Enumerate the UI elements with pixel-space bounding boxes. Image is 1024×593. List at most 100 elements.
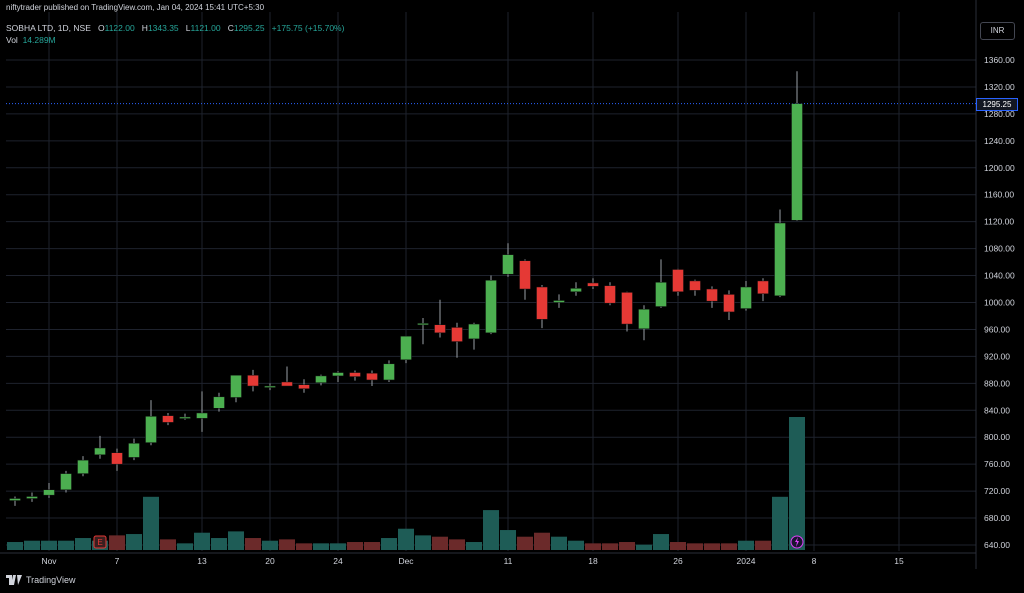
candle-body xyxy=(77,459,89,474)
candle xyxy=(536,284,548,329)
candle-body xyxy=(94,447,106,455)
candle-body xyxy=(774,222,786,297)
y-axis-tick-label: 1320.00 xyxy=(984,82,1015,92)
x-axis-tick-label: 26 xyxy=(673,556,683,566)
candle xyxy=(162,412,174,426)
volume-bar xyxy=(330,543,346,550)
candle-body xyxy=(315,375,327,383)
y-axis-tick-label: 1000.00 xyxy=(984,298,1015,308)
y-axis-tick-label: 680.00 xyxy=(984,513,1010,523)
candle xyxy=(434,299,446,338)
lightning-bolt-glyph xyxy=(795,537,799,547)
y-axis-tick-label: 1120.00 xyxy=(984,217,1014,227)
x-axis-tick-label: 20 xyxy=(265,556,275,566)
candle xyxy=(264,383,276,391)
candle-body xyxy=(553,300,565,303)
volume-bar xyxy=(398,528,414,550)
volume-bar xyxy=(551,536,567,550)
volume-bar xyxy=(483,510,499,550)
candle xyxy=(587,278,599,290)
volume-bar xyxy=(500,530,516,550)
high-value: 1343.35 xyxy=(147,23,179,33)
y-axis-tick-label: 840.00 xyxy=(984,405,1010,415)
candle-body xyxy=(230,375,242,398)
y-axis-tick-label: 1080.00 xyxy=(984,244,1015,254)
candle-body xyxy=(417,323,429,326)
volume-bar xyxy=(245,538,261,550)
y-axis-tick-label: 1360.00 xyxy=(984,55,1015,65)
close-value: 1295.25 xyxy=(233,23,265,33)
candle-body xyxy=(655,282,667,307)
candle xyxy=(128,438,140,461)
candle-body xyxy=(9,498,21,501)
candle-body xyxy=(689,280,701,291)
last-price-tag: 1295.25 xyxy=(976,98,1018,111)
y-axis-tick-label: 640.00 xyxy=(984,540,1010,550)
candle xyxy=(366,370,378,387)
volume-bar xyxy=(602,543,618,550)
candle xyxy=(383,360,395,382)
currency-button[interactable]: INR xyxy=(980,22,1015,40)
tradingview-brand[interactable]: TradingView xyxy=(6,575,76,585)
volume-bar xyxy=(296,543,312,550)
volume-bar xyxy=(432,536,448,550)
volume-bar xyxy=(653,534,669,550)
candle xyxy=(468,322,480,350)
volume-bar xyxy=(381,538,397,550)
y-axis-tick-label: 880.00 xyxy=(984,378,1010,388)
candle xyxy=(655,259,667,308)
candle-body xyxy=(332,372,344,377)
volume-bar xyxy=(7,542,23,550)
volume-bar xyxy=(313,543,329,550)
candle-body xyxy=(570,288,582,292)
volume-bar xyxy=(670,542,686,550)
candle-body xyxy=(672,269,684,292)
volume-bar xyxy=(279,539,295,550)
volume-bar xyxy=(755,540,771,550)
volume-bar xyxy=(126,534,142,550)
candle xyxy=(621,291,633,332)
candle-body xyxy=(247,375,259,387)
volume-bar xyxy=(534,532,550,550)
volume-legend: Vol 14.289M xyxy=(6,35,56,45)
y-axis-tick-label: 1280.00 xyxy=(984,109,1015,119)
y-axis-tick-label: 960.00 xyxy=(984,324,1010,334)
volume-bar xyxy=(585,543,601,550)
volume-bar xyxy=(160,539,176,550)
volume-bar xyxy=(568,540,584,550)
candle-body xyxy=(60,473,72,491)
candle-body xyxy=(791,103,803,221)
candle-body xyxy=(298,384,310,389)
candle-body xyxy=(451,327,463,342)
y-axis-tick-label: 920.00 xyxy=(984,351,1010,361)
change-value: +175.75 (+15.70%) xyxy=(271,23,345,33)
volume-bar xyxy=(143,496,159,550)
candle xyxy=(43,483,55,498)
candle xyxy=(179,413,191,420)
candle xyxy=(400,335,412,364)
candle-body xyxy=(485,280,497,334)
x-axis-tick-label: 15 xyxy=(894,556,904,566)
candle xyxy=(417,317,429,345)
candle xyxy=(196,391,208,432)
candle-body xyxy=(706,288,718,302)
candle-body xyxy=(145,416,157,443)
candle-body xyxy=(434,324,446,334)
volume-bar xyxy=(194,532,210,550)
volume-bar xyxy=(75,538,91,550)
candle xyxy=(26,492,38,502)
x-axis-tick-label: 11 xyxy=(504,556,513,566)
candle xyxy=(689,279,701,296)
candle-body xyxy=(587,282,599,287)
candle-body xyxy=(740,286,752,309)
x-axis-tick-label: 18 xyxy=(588,556,598,566)
volume-bar xyxy=(789,417,805,550)
candle xyxy=(298,379,310,393)
symbol-name: SOBHA LTD, 1D, NSE xyxy=(6,23,91,33)
candle-body xyxy=(281,381,293,387)
symbol-legend: SOBHA LTD, 1D, NSE O1122.00 H1343.35 L11… xyxy=(6,23,345,33)
volume-bar xyxy=(109,535,125,550)
x-axis-tick-label: 8 xyxy=(812,556,817,566)
y-axis-tick-label: 760.00 xyxy=(984,459,1010,469)
